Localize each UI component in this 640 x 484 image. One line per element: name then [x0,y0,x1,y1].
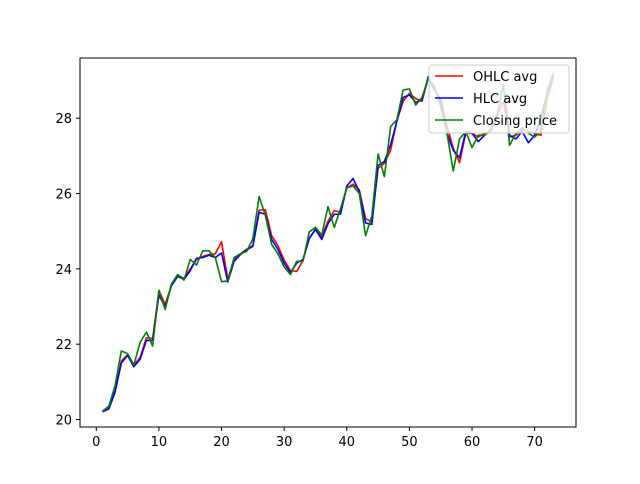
legend-label: Closing price [473,114,557,129]
x-tick-label: 10 [151,435,168,450]
x-tick-label: 30 [276,435,293,450]
series-lines [102,72,555,413]
x-tick-label: 50 [401,435,418,450]
legend-box [428,64,570,134]
series-line-2 [102,74,555,413]
legend-label: OHLC avg [473,70,537,85]
y-tick-label: 26 [55,188,72,203]
y-axis-ticks: 20 22 24 26 28 [55,112,80,428]
x-tick-label: 40 [339,435,356,450]
x-tick-label: 60 [464,435,481,450]
legend: OHLC avg HLC avg Closing price [428,64,570,134]
plot-frame [79,57,577,428]
x-tick-label: 0 [92,435,100,450]
legend-label: HLC avg [473,92,527,107]
y-tick-label: 24 [55,263,72,278]
x-axis-ticks: 0 10 20 30 40 50 60 70 [92,427,543,450]
series-line-3 [102,72,555,412]
x-tick-label: 70 [526,435,543,450]
y-tick-label: 22 [55,338,72,353]
x-tick-label: 20 [213,435,230,450]
y-tick-label: 20 [55,413,72,428]
y-tick-label: 28 [55,112,72,127]
